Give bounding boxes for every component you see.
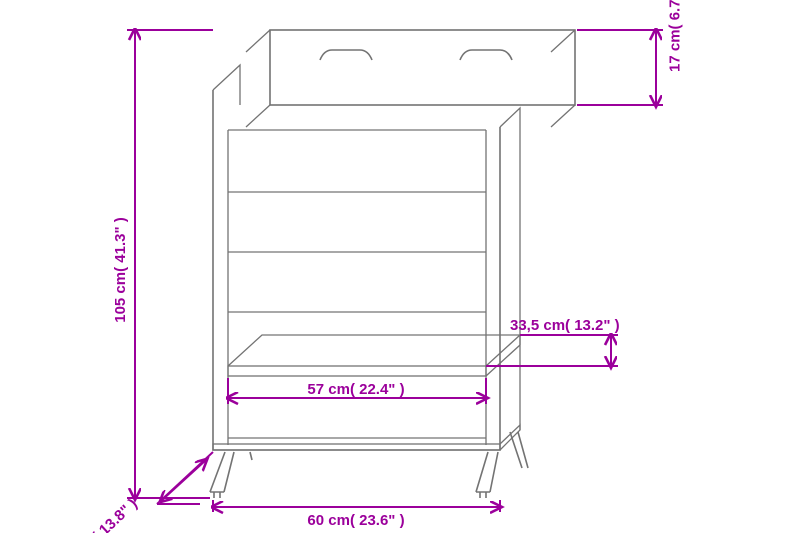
label-width: 60 cm( 23.6" ) <box>307 512 404 529</box>
dimension-labels: 105 cm( 41.3" ) 35 cm( 13.8" ) 60 cm( 23… <box>58 0 683 533</box>
cabinet-outline <box>210 30 575 498</box>
dimension-lines <box>127 30 663 512</box>
label-drawer: 17 cm( 6.7" ) <box>666 0 683 72</box>
label-shelf-depth: 33,5 cm( 13.2" ) <box>510 317 620 334</box>
label-height: 105 cm( 41.3" ) <box>112 217 129 323</box>
label-shelf-width: 57 cm( 22.4" ) <box>307 381 404 398</box>
label-depth: 35 cm( 13.8" ) <box>58 495 141 533</box>
